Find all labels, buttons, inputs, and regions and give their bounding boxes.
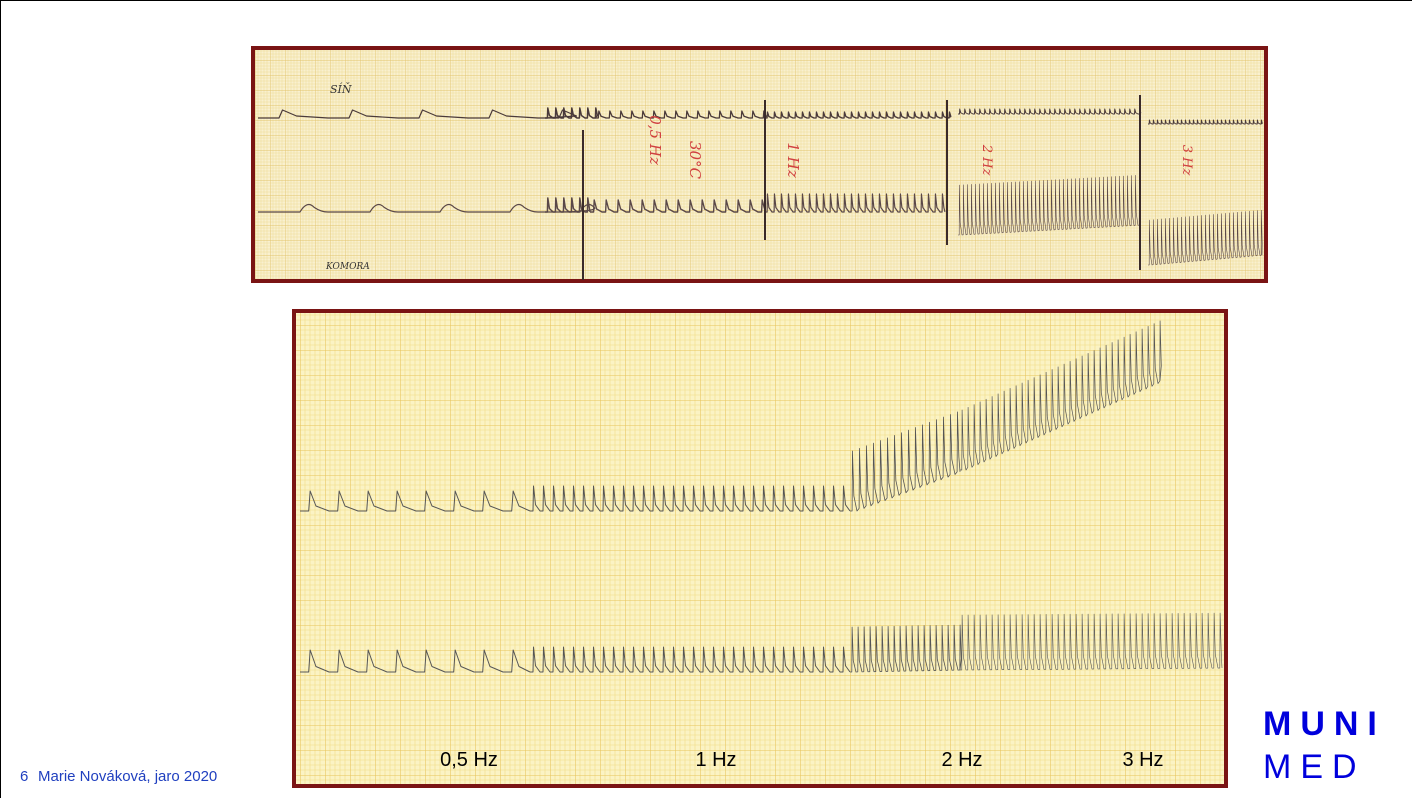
frequency-label: 3 Hz <box>1122 749 1163 771</box>
recording-trace <box>590 199 766 213</box>
atrium-label: SÍŇ <box>330 82 352 96</box>
recording-trace <box>595 110 767 119</box>
recording-trace <box>960 320 1162 471</box>
slide-number: 6 <box>20 768 28 785</box>
handwritten-annotation: 2 Hz <box>979 144 994 176</box>
recording-trace <box>765 111 952 119</box>
top-traces <box>258 95 1263 280</box>
recording-trace <box>300 490 531 512</box>
top-recording <box>251 46 1268 283</box>
handwritten-annotation: 30°C <box>686 141 704 180</box>
recording-trace <box>530 646 851 673</box>
logo-line: MUNI <box>1263 705 1386 743</box>
frequency-label: 2 Hz <box>941 749 982 771</box>
recording-trace <box>1148 209 1263 266</box>
recording-trace <box>960 612 1223 671</box>
recording-trace <box>958 174 1141 236</box>
handwritten-annotation: 3 Hz <box>1179 145 1194 176</box>
recording-trace <box>958 108 1142 115</box>
bottom-recording <box>292 309 1228 788</box>
recording-trace <box>545 107 599 119</box>
recording-trace <box>765 193 946 213</box>
frequency-label: 0,5 Hz <box>440 749 498 771</box>
handwritten-annotation: 1 Hz <box>784 142 802 177</box>
ventricle-label: KOMORA <box>325 262 370 272</box>
recording-trace <box>545 197 591 213</box>
recording-trace <box>850 624 962 673</box>
recording-trace <box>300 649 531 673</box>
recording-trace <box>530 485 851 512</box>
recording-trace <box>850 411 961 512</box>
recording-trace <box>582 95 1141 280</box>
logo-line: MED <box>1263 748 1366 786</box>
bottom-traces <box>300 320 1223 673</box>
recording-trace <box>1148 119 1263 125</box>
frequency-label: 1 Hz <box>695 749 736 771</box>
handwritten-annotation: 0,5 Hz <box>646 115 664 165</box>
footer-text: Marie Nováková, jaro 2020 <box>38 768 217 785</box>
